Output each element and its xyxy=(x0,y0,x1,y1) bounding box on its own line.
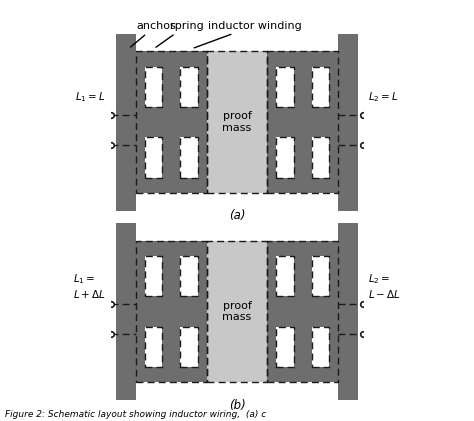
Bar xyxy=(171,296,207,327)
Text: proof
mass: proof mass xyxy=(222,301,252,322)
Bar xyxy=(163,51,171,193)
Bar xyxy=(311,137,329,178)
Bar xyxy=(276,256,294,296)
Bar xyxy=(311,256,329,296)
Text: Figure 2: Schematic layout showing inductor wiring,  (a) c: Figure 2: Schematic layout showing induc… xyxy=(5,410,266,419)
Bar xyxy=(267,241,276,382)
Bar xyxy=(276,327,294,367)
Bar xyxy=(303,296,338,327)
Bar xyxy=(180,327,198,367)
Bar xyxy=(136,51,171,67)
Bar xyxy=(207,51,267,193)
Text: $L_2 =$
$L-\Delta L$: $L_2 =$ $L-\Delta L$ xyxy=(368,272,401,300)
Bar xyxy=(136,178,171,193)
Bar xyxy=(276,137,294,178)
Bar xyxy=(311,67,329,107)
Bar xyxy=(136,51,207,193)
Text: $L_2 = L$: $L_2 = L$ xyxy=(368,90,399,104)
Text: (b): (b) xyxy=(228,399,246,411)
Bar xyxy=(303,51,311,193)
Bar xyxy=(163,241,171,382)
Bar xyxy=(267,296,303,327)
Bar xyxy=(267,51,338,193)
Bar xyxy=(171,178,207,193)
Bar xyxy=(136,51,145,193)
Bar xyxy=(171,107,207,137)
Bar xyxy=(267,51,303,67)
Bar xyxy=(294,241,303,382)
Bar xyxy=(145,137,163,178)
Bar xyxy=(145,327,163,367)
Bar xyxy=(180,256,198,296)
Text: $L_1 =$
$L+\Delta L$: $L_1 =$ $L+\Delta L$ xyxy=(73,272,106,300)
Bar xyxy=(267,107,303,137)
Bar xyxy=(198,241,207,382)
Bar xyxy=(267,241,338,382)
Bar xyxy=(171,241,207,256)
Bar xyxy=(338,223,358,400)
Bar xyxy=(267,51,276,193)
Bar xyxy=(303,241,338,256)
Bar xyxy=(303,51,338,67)
Bar xyxy=(180,67,198,107)
Bar xyxy=(303,367,338,382)
Text: (a): (a) xyxy=(229,209,245,222)
Bar xyxy=(145,256,163,296)
Bar xyxy=(136,367,171,382)
Bar xyxy=(207,241,267,382)
Bar xyxy=(303,241,311,382)
Bar xyxy=(338,34,358,210)
Bar xyxy=(267,367,303,382)
Bar xyxy=(171,51,207,67)
Bar xyxy=(311,327,329,367)
Text: anchor: anchor xyxy=(130,21,175,47)
Bar xyxy=(267,241,303,256)
Bar xyxy=(303,178,338,193)
Bar xyxy=(198,51,207,193)
Bar xyxy=(116,223,136,400)
Bar xyxy=(171,367,207,382)
Bar xyxy=(116,34,136,210)
Text: $L_1 = L$: $L_1 = L$ xyxy=(75,90,106,104)
Text: proof
mass: proof mass xyxy=(222,111,252,133)
Bar xyxy=(136,241,207,382)
Bar xyxy=(329,241,338,382)
Bar xyxy=(136,241,145,382)
Bar xyxy=(136,241,171,256)
Bar xyxy=(136,107,171,137)
Text: spring: spring xyxy=(156,21,204,47)
Bar xyxy=(171,241,180,382)
Bar xyxy=(294,51,303,193)
Bar xyxy=(180,137,198,178)
Bar xyxy=(329,51,338,193)
Bar xyxy=(136,296,171,327)
Text: inductor winding: inductor winding xyxy=(194,21,301,48)
Bar xyxy=(145,67,163,107)
Bar xyxy=(267,178,303,193)
Bar xyxy=(276,67,294,107)
Bar xyxy=(303,107,338,137)
Bar xyxy=(171,51,180,193)
